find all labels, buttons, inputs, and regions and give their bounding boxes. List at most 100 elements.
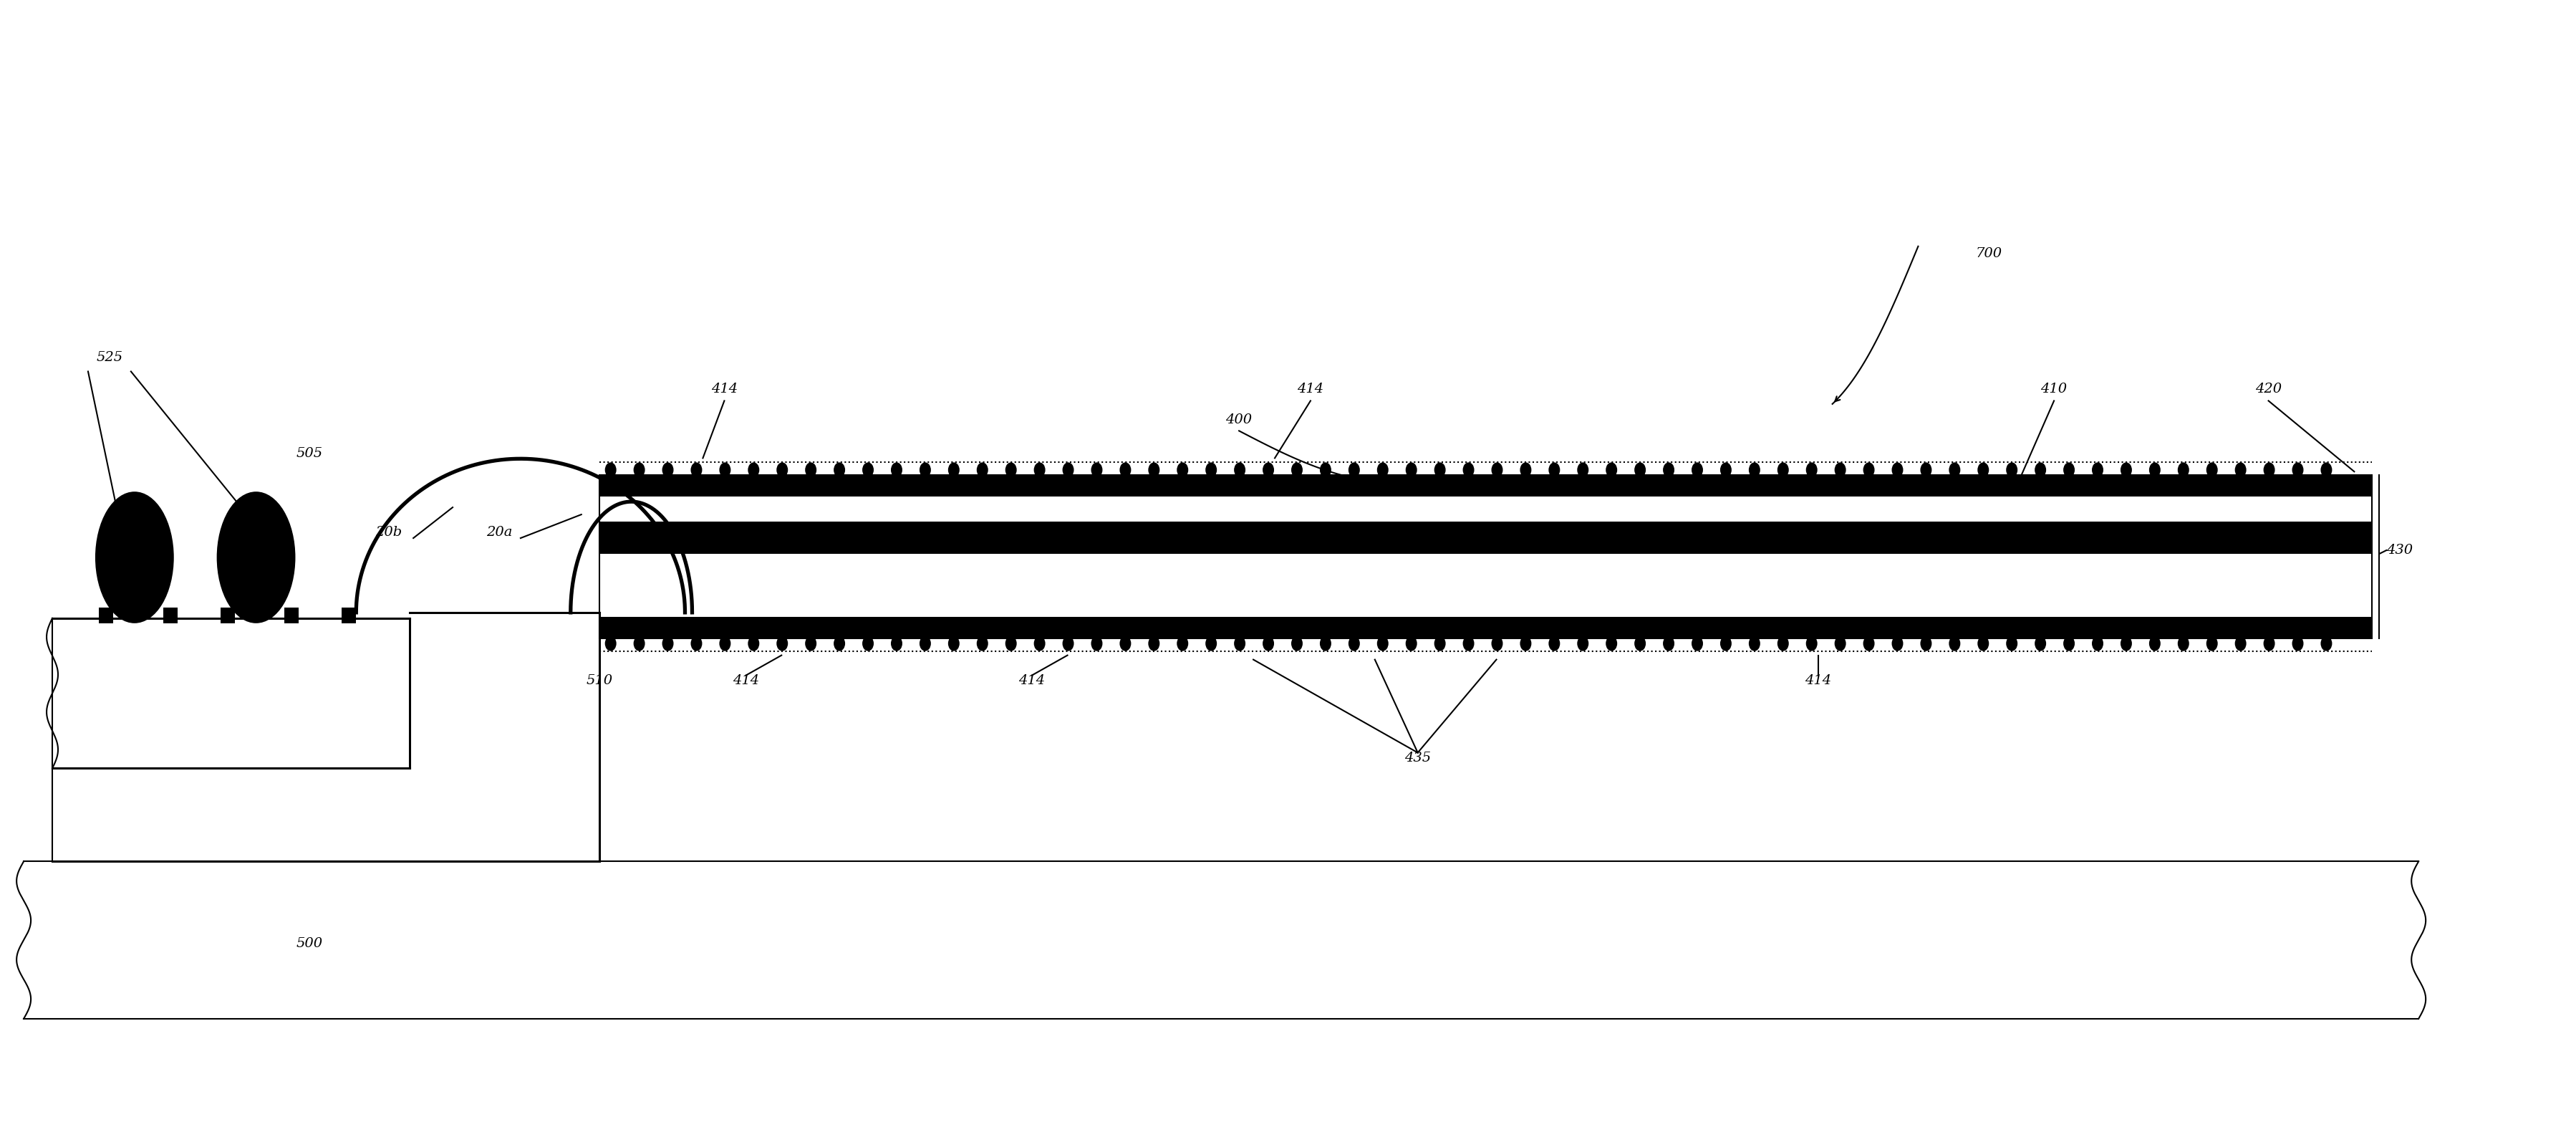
Ellipse shape (835, 462, 845, 478)
Text: 435: 435 (1404, 752, 1432, 764)
Ellipse shape (2205, 636, 2218, 651)
Ellipse shape (1806, 636, 1819, 651)
Ellipse shape (1664, 462, 1674, 478)
Text: 414: 414 (732, 674, 760, 686)
Ellipse shape (1834, 462, 1847, 478)
Ellipse shape (2293, 462, 2303, 478)
Ellipse shape (719, 636, 732, 651)
Bar (600, 616, 2372, 638)
Ellipse shape (1262, 636, 1275, 651)
Ellipse shape (1891, 636, 1904, 651)
Bar (600, 497, 2372, 522)
Ellipse shape (1033, 462, 1046, 478)
Text: 410: 410 (2040, 383, 2069, 396)
Text: 414: 414 (1298, 383, 1324, 396)
Ellipse shape (2063, 462, 2074, 478)
Ellipse shape (806, 462, 817, 478)
Ellipse shape (2177, 462, 2190, 478)
Text: 500: 500 (296, 938, 322, 950)
Bar (600, 476, 2372, 497)
Ellipse shape (1121, 636, 1131, 651)
Ellipse shape (1206, 636, 1216, 651)
Ellipse shape (1978, 462, 1989, 478)
Ellipse shape (1149, 462, 1159, 478)
Ellipse shape (1692, 462, 1703, 478)
Text: 20a: 20a (487, 526, 513, 539)
Text: 414: 414 (711, 383, 737, 396)
Bar (162, 607, 178, 623)
Ellipse shape (1406, 636, 1417, 651)
Ellipse shape (2035, 462, 2045, 478)
Bar (343, 607, 355, 623)
Ellipse shape (1862, 636, 1875, 651)
Ellipse shape (1177, 636, 1188, 651)
Ellipse shape (1319, 636, 1332, 651)
Ellipse shape (2177, 636, 2190, 651)
Ellipse shape (1149, 636, 1159, 651)
Ellipse shape (891, 636, 902, 651)
Text: 414: 414 (1018, 674, 1046, 686)
Ellipse shape (1061, 462, 1074, 478)
Ellipse shape (1950, 462, 1960, 478)
Ellipse shape (1177, 462, 1188, 478)
Bar (222, 607, 234, 623)
Ellipse shape (835, 636, 845, 651)
Ellipse shape (1005, 462, 1018, 478)
Text: 430: 430 (2385, 544, 2414, 557)
Ellipse shape (2264, 462, 2275, 478)
Ellipse shape (1577, 636, 1589, 651)
Ellipse shape (1061, 636, 1074, 651)
Text: 525: 525 (95, 350, 124, 364)
Ellipse shape (2236, 462, 2246, 478)
Ellipse shape (863, 462, 873, 478)
Text: 700: 700 (1976, 247, 2002, 260)
Bar (600, 522, 2372, 553)
Ellipse shape (1548, 636, 1561, 651)
Ellipse shape (891, 462, 902, 478)
Ellipse shape (2007, 462, 2017, 478)
Ellipse shape (1492, 636, 1502, 651)
Ellipse shape (605, 462, 616, 478)
Ellipse shape (690, 462, 703, 478)
Ellipse shape (634, 462, 644, 478)
Ellipse shape (1378, 462, 1388, 478)
Ellipse shape (1749, 462, 1759, 478)
Ellipse shape (1347, 636, 1360, 651)
Ellipse shape (920, 462, 930, 478)
Ellipse shape (634, 636, 644, 651)
Ellipse shape (1834, 636, 1847, 651)
Ellipse shape (1548, 462, 1561, 478)
Ellipse shape (1206, 462, 1216, 478)
Text: 20b: 20b (376, 526, 402, 539)
Ellipse shape (605, 636, 616, 651)
Ellipse shape (1633, 636, 1646, 651)
Text: 505: 505 (296, 447, 322, 460)
Bar (600, 476, 2372, 638)
Ellipse shape (1862, 462, 1875, 478)
Ellipse shape (1262, 462, 1275, 478)
Text: 414: 414 (1806, 674, 1832, 686)
Ellipse shape (1605, 462, 1618, 478)
Ellipse shape (1919, 636, 1932, 651)
Ellipse shape (1435, 462, 1445, 478)
Ellipse shape (719, 462, 732, 478)
Ellipse shape (920, 636, 930, 651)
Ellipse shape (1463, 636, 1473, 651)
Ellipse shape (1435, 636, 1445, 651)
Bar (286, 607, 299, 623)
Ellipse shape (2148, 462, 2161, 478)
Ellipse shape (948, 636, 958, 651)
Ellipse shape (1319, 462, 1332, 478)
Ellipse shape (95, 491, 173, 623)
Ellipse shape (1692, 636, 1703, 651)
Ellipse shape (1577, 462, 1589, 478)
Bar (98, 607, 113, 623)
Ellipse shape (1406, 462, 1417, 478)
Ellipse shape (2092, 636, 2105, 651)
Ellipse shape (2035, 636, 2045, 651)
Ellipse shape (1777, 636, 1788, 651)
Ellipse shape (1919, 462, 1932, 478)
Text: 400: 400 (1226, 414, 1252, 426)
Ellipse shape (1092, 636, 1103, 651)
Ellipse shape (690, 636, 703, 651)
